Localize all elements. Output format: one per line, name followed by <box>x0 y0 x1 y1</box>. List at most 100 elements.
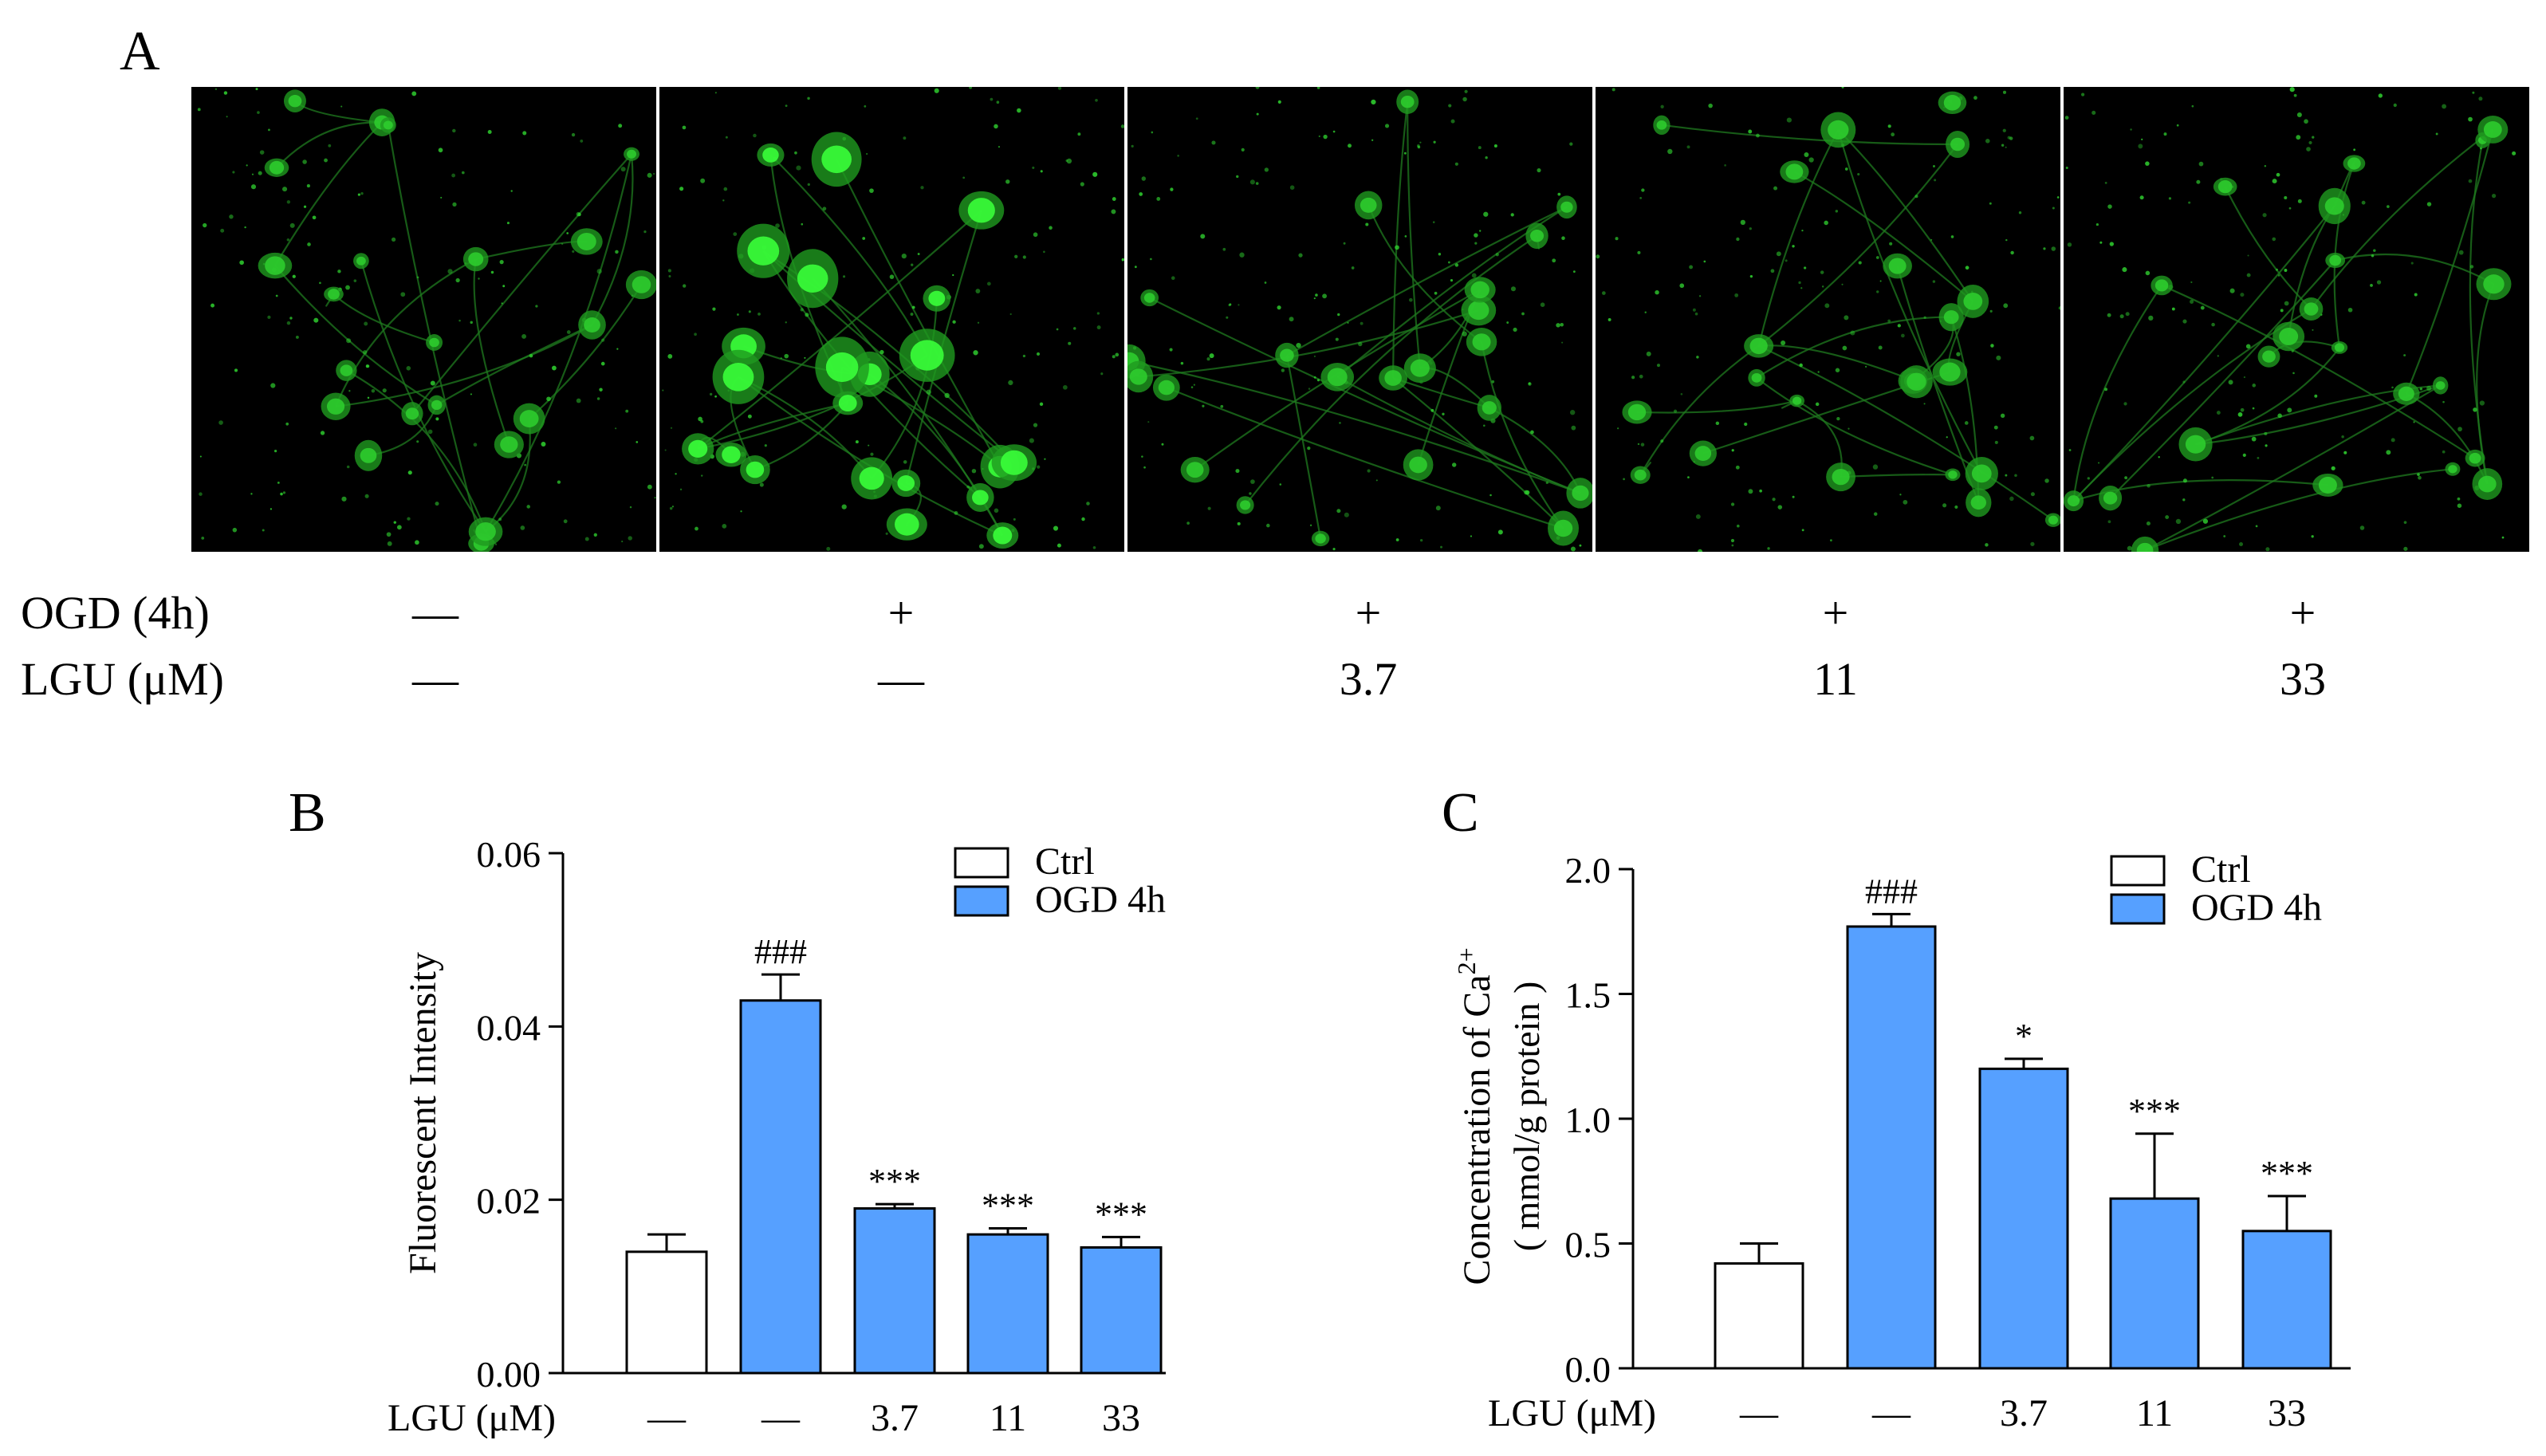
neurite <box>1661 124 1958 146</box>
punctum <box>1692 308 1696 312</box>
punctum <box>966 485 970 489</box>
punctum <box>2501 536 2505 539</box>
punctum <box>1873 512 1878 516</box>
x-tick-label: 33 <box>1102 1397 1140 1439</box>
punctum <box>1066 158 1072 164</box>
punctum <box>694 333 697 336</box>
punctum <box>1497 529 1503 535</box>
punctum <box>415 540 419 545</box>
punctum <box>1767 547 1770 550</box>
punctum <box>1824 220 1828 226</box>
punctum <box>2491 193 2497 199</box>
punctum <box>1096 325 1101 330</box>
punctum <box>1479 230 1482 232</box>
punctum <box>458 319 461 322</box>
punctum <box>1323 134 1328 140</box>
punctum <box>1043 250 1045 254</box>
punctum <box>302 159 307 164</box>
cell-body-core <box>1482 401 1497 415</box>
punctum <box>220 228 225 233</box>
punctum <box>2043 247 2046 250</box>
cell-body-core <box>746 461 765 478</box>
punctum <box>1942 503 1947 508</box>
punctum <box>1820 270 1824 274</box>
cell-body-core <box>265 256 285 275</box>
punctum <box>203 222 207 228</box>
punctum <box>1844 167 1848 171</box>
punctum <box>473 443 478 447</box>
cell-body-core <box>1360 197 1377 213</box>
punctum <box>2005 238 2008 242</box>
punctum <box>1611 88 1615 92</box>
punctum <box>1914 195 1918 199</box>
punctum <box>1435 506 1441 511</box>
punctum <box>2252 384 2257 388</box>
legend-swatch <box>2110 855 2166 887</box>
punctum <box>807 183 810 187</box>
punctum <box>2264 164 2267 167</box>
punctum <box>2182 380 2186 384</box>
punctum <box>796 165 801 171</box>
punctum <box>2107 520 2111 524</box>
punctum <box>599 388 603 392</box>
cell-body-core <box>2304 302 2319 316</box>
punctum <box>722 199 725 202</box>
punctum <box>1510 286 1517 292</box>
punctum <box>1029 438 1034 443</box>
x-axis-label: LGU (μM) <box>388 1397 556 1439</box>
punctum <box>2251 436 2257 442</box>
punctum <box>998 146 1000 148</box>
punctum <box>1430 408 1434 412</box>
cell-body-core <box>360 447 377 463</box>
punctum <box>1495 253 1499 257</box>
x-tick-label: 11 <box>990 1397 1026 1439</box>
punctum <box>2414 293 2418 297</box>
punctum <box>2403 521 2407 525</box>
neuron-layer <box>662 87 1124 551</box>
punctum <box>2002 128 2006 132</box>
punctum <box>1417 144 1420 148</box>
neurite <box>411 153 632 415</box>
punctum <box>1570 546 1576 552</box>
chart-fluorescent-intensity: 0.00 0.02 0.04 0.06 — ### — *** 3.7 *** 11 *** 33 LGU… <box>388 834 1166 1439</box>
punctum <box>2182 498 2186 502</box>
punctum <box>2168 197 2172 200</box>
punctum <box>994 508 999 514</box>
punctum <box>250 493 253 495</box>
punctum <box>1694 312 1698 316</box>
punctum <box>1170 187 1174 191</box>
cell-body-core <box>475 521 496 541</box>
punctum <box>1865 365 1867 368</box>
punctum <box>675 473 677 475</box>
punctum <box>1432 221 1435 223</box>
punctum <box>340 105 343 108</box>
punctum <box>268 128 270 132</box>
punctum <box>218 420 223 425</box>
punctum <box>289 222 295 228</box>
punctum <box>864 104 867 108</box>
punctum <box>257 111 260 114</box>
cell-body-core <box>1943 95 1962 111</box>
punctum <box>1824 303 1830 309</box>
punctum <box>2284 196 2288 200</box>
punctum <box>1169 348 1173 352</box>
punctum <box>1403 152 1407 155</box>
punctum <box>723 187 728 191</box>
punctum <box>435 502 439 506</box>
punctum <box>1528 382 1532 386</box>
punctum <box>2005 146 2007 148</box>
punctum <box>478 277 480 280</box>
punctum <box>526 505 531 509</box>
punctum <box>2107 313 2111 317</box>
punctum <box>1147 421 1150 423</box>
neurite <box>335 324 593 407</box>
punctum <box>1798 281 1801 285</box>
punctum <box>1277 100 1281 104</box>
punctum <box>1696 356 1699 359</box>
punctum <box>1933 165 1935 167</box>
punctum <box>2091 110 2096 115</box>
punctum <box>1579 544 1582 547</box>
punctum <box>1835 368 1840 372</box>
punctum <box>211 303 215 308</box>
punctum <box>1646 351 1651 356</box>
